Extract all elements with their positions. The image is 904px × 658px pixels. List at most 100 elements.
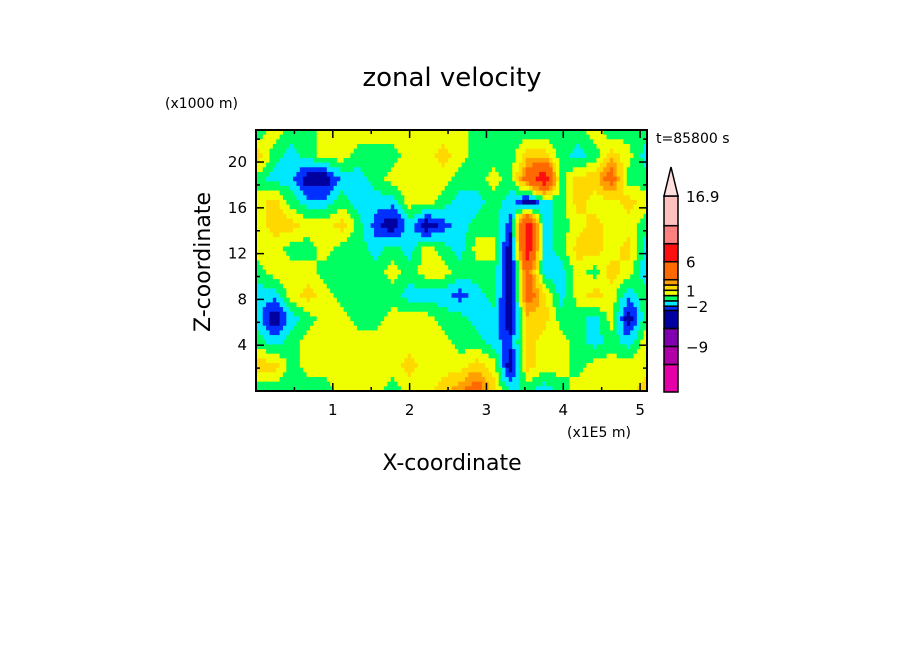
contour-cell — [630, 162, 635, 168]
contour-cell — [404, 143, 409, 150]
contour-cell — [370, 204, 375, 210]
contour-cell — [421, 213, 426, 220]
contour-cell — [464, 190, 469, 196]
contour-cell — [623, 325, 628, 332]
contour-cell — [461, 325, 466, 332]
contour-cell — [630, 130, 635, 136]
contour-cell — [518, 297, 523, 304]
contour-cell — [623, 162, 628, 168]
contour-cell — [461, 288, 466, 294]
contour-cell — [367, 185, 372, 192]
contour-cell — [589, 139, 594, 145]
contour-cell — [367, 251, 372, 257]
contour-cell — [559, 176, 564, 182]
contour-cell — [609, 288, 614, 294]
contour-cell — [535, 265, 540, 271]
contour-cell — [417, 302, 422, 308]
contour-cell — [532, 246, 537, 252]
contour-cell — [505, 204, 510, 210]
contour-cell — [343, 316, 348, 322]
contour-cell — [512, 307, 517, 313]
contour-cell — [411, 288, 416, 294]
contour-cell — [444, 143, 449, 150]
contour-cell — [626, 195, 631, 201]
contour-cell — [451, 139, 456, 145]
contour-cell — [309, 269, 314, 276]
contour-cell — [289, 251, 294, 257]
contour-cell — [363, 199, 368, 206]
contour-cell — [562, 307, 567, 313]
contour-cell — [542, 171, 547, 178]
contour-cell — [444, 241, 449, 248]
contour-cell — [633, 283, 638, 290]
contour-cell — [559, 255, 564, 262]
contour-cell — [498, 162, 503, 168]
contour-cell — [539, 162, 544, 168]
contour-cell — [407, 218, 412, 224]
contour-cell — [299, 269, 304, 276]
contour-cell — [350, 237, 355, 243]
contour-cell — [468, 153, 473, 159]
contour-cell — [431, 213, 436, 220]
contour-cell — [326, 311, 331, 318]
contour-cell — [411, 176, 416, 182]
contour-cell — [333, 195, 338, 201]
contour-cell — [545, 302, 550, 308]
contour-cell — [566, 171, 571, 178]
contour-cell — [475, 274, 480, 280]
contour-cell — [404, 209, 409, 215]
contour-cell — [377, 274, 382, 280]
contour-cell — [293, 260, 298, 266]
contour-cell — [424, 134, 429, 140]
contour-cell — [525, 195, 530, 201]
contour-cell — [599, 237, 604, 243]
contour-cell — [269, 171, 274, 178]
contour-cell — [613, 209, 618, 215]
contour-cell — [333, 218, 338, 224]
contour-cell — [269, 283, 274, 290]
contour-cell — [340, 260, 345, 266]
contour-cell — [397, 297, 402, 304]
contour-cell — [535, 213, 540, 220]
contour-cell — [357, 134, 362, 140]
contour-cell — [353, 148, 358, 154]
contour-cell — [626, 139, 631, 145]
contour-cell — [316, 302, 321, 308]
contour-cell — [272, 316, 277, 322]
contour-cell — [407, 232, 412, 238]
contour-cell — [498, 199, 503, 206]
contour-cell — [282, 241, 287, 248]
contour-cell — [256, 265, 260, 271]
contour-cell — [363, 218, 368, 224]
contour-cell — [262, 176, 267, 182]
contour-cell — [259, 227, 264, 234]
contour-cell — [566, 288, 571, 294]
contour-cell — [286, 321, 291, 327]
contour-cell — [421, 209, 426, 215]
contour-cell — [502, 218, 507, 224]
contour-cell — [400, 148, 405, 154]
contour-cell — [582, 143, 587, 150]
contour-cell — [431, 199, 436, 206]
contour-cell — [643, 283, 648, 290]
contour-cell — [360, 279, 365, 285]
contour-cell — [623, 241, 628, 248]
contour-cell — [572, 185, 577, 192]
contour-cell — [505, 321, 510, 327]
contour-cell — [407, 139, 412, 145]
contour-cell — [633, 218, 638, 224]
contour-cell — [434, 209, 439, 215]
contour-cell — [350, 265, 355, 271]
contour-cell — [589, 157, 594, 164]
contour-cell — [481, 241, 486, 248]
contour-cell — [272, 274, 277, 280]
contour-cell — [522, 148, 527, 154]
contour-cell — [502, 311, 507, 318]
contour-cell — [387, 199, 392, 206]
contour-cell — [532, 237, 537, 243]
contour-cell — [370, 199, 375, 206]
contour-cell — [441, 199, 446, 206]
contour-cell — [613, 293, 618, 299]
contour-cell — [293, 139, 298, 145]
contour-cell — [293, 237, 298, 243]
